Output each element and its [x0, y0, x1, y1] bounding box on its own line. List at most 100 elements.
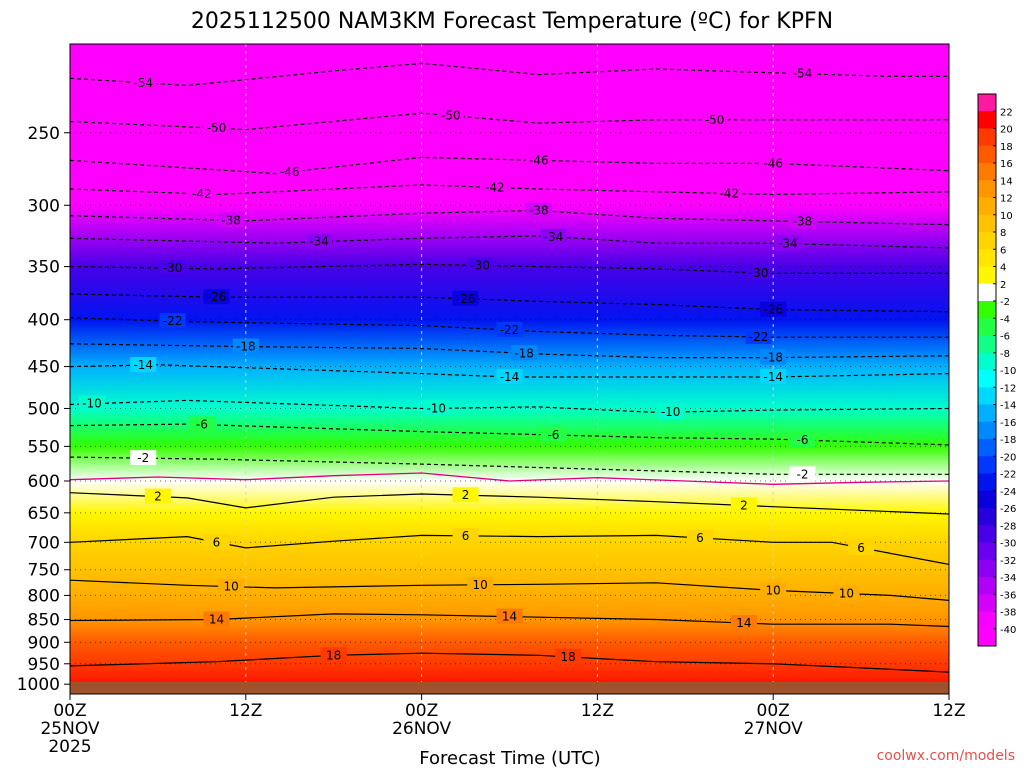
- x-tick-label: 25NOV: [40, 719, 99, 739]
- colorbar-label: 14: [1000, 176, 1013, 187]
- contour-label-bg: [555, 648, 582, 664]
- contour-label: -50: [705, 113, 725, 127]
- contour-label-bg: [423, 400, 450, 416]
- y-tick-label: 650: [28, 504, 60, 524]
- contour-label-bg: [159, 260, 186, 276]
- contour-label: -10: [426, 401, 446, 415]
- x-tick-label: 00Z: [53, 701, 86, 721]
- contour-label-bg: [496, 322, 523, 338]
- y-tick-label: 400: [28, 311, 60, 331]
- colorbar-label: 18: [1000, 142, 1013, 153]
- contour-label-bg: [496, 369, 523, 385]
- colorbar-bin: [978, 387, 996, 405]
- contour-line: [70, 399, 949, 414]
- contour-label-bg: [540, 228, 567, 244]
- contour-label-bg: [833, 585, 860, 601]
- y-tick-label: 900: [28, 633, 60, 653]
- plot-area: -54 -54 -50 -50 -50 -46 -46 -46 -42 -42 -42 -38 -38 -…: [70, 44, 949, 694]
- colorbar-bin: [978, 318, 996, 336]
- colorbar-bin: [978, 301, 996, 319]
- contour-label: 10: [839, 587, 854, 601]
- ground-surface: [70, 682, 949, 694]
- contour-label-bg: [130, 74, 157, 90]
- colorbar-label: 8: [1000, 228, 1006, 239]
- colorbar-bin: [978, 421, 996, 440]
- contour-label-bg: [481, 179, 508, 195]
- colorbar-bin: [978, 577, 996, 595]
- x-tick-label: 12Z: [229, 701, 262, 721]
- colorbar-bin: [978, 594, 996, 612]
- contour-label-bg: [452, 487, 479, 503]
- contour-line: [70, 423, 949, 446]
- contour-label-bg: [467, 576, 494, 592]
- x-tick-label: 2025: [48, 737, 91, 757]
- y-tick-label: 250: [28, 124, 60, 144]
- x-tick-label: 00Z: [405, 701, 438, 721]
- y-tick-label: 800: [28, 586, 60, 606]
- contour-label-bg: [760, 301, 787, 317]
- colorbar-bin: [978, 163, 996, 181]
- contour-label-bg: [203, 120, 230, 136]
- contour-label: 14: [736, 616, 751, 630]
- contour-label-bg: [320, 647, 347, 663]
- contour-label: -18: [763, 351, 783, 365]
- contour-label-bg: [78, 395, 105, 411]
- contour-label: -46: [763, 156, 783, 170]
- freezing-line: [70, 472, 949, 485]
- contour-label-bg: [701, 111, 728, 127]
- contour-label-bg: [452, 290, 479, 306]
- colorbar-bin: [978, 94, 996, 112]
- colorbar-label: 16: [1000, 159, 1013, 170]
- colorbar-bin: [978, 180, 996, 198]
- y-tick-label: 1000: [17, 675, 60, 695]
- contour-line: [70, 456, 949, 475]
- x-tick-label: 00Z: [757, 701, 790, 721]
- contour-label-bg: [130, 450, 157, 466]
- contour-label: 6: [696, 531, 704, 545]
- chart-title: 2025112500 NAM3KM Forecast Temperature (…: [191, 9, 833, 34]
- contour-line: [70, 317, 949, 338]
- contour-label-bg: [203, 611, 230, 627]
- contour-label: 6: [462, 529, 470, 543]
- contour-label-bg: [760, 369, 787, 385]
- contour-label-bg: [306, 233, 333, 249]
- y-tick-label: 550: [28, 437, 60, 457]
- colorbar-bin: [978, 111, 996, 129]
- contour-label: -42: [485, 180, 505, 194]
- contour-label: 14: [502, 610, 517, 624]
- y-tick-label: 950: [28, 655, 60, 675]
- contour-label: 6: [857, 541, 865, 555]
- colorbar-label: -32: [1000, 556, 1016, 567]
- contour-label: -2: [137, 451, 149, 465]
- colorbar-bin: [978, 628, 996, 647]
- contour-label-bg: [144, 488, 171, 504]
- contour-label: -30: [749, 266, 769, 280]
- colorbar-label: -20: [1000, 452, 1016, 463]
- y-tick-label: 600: [28, 472, 60, 492]
- contour-label-bg: [203, 289, 230, 305]
- contour-label: -34: [309, 235, 329, 249]
- contour-label: 2: [154, 490, 162, 504]
- contour-label-bg: [218, 212, 245, 228]
- contour-label-bg: [511, 345, 538, 361]
- contour-label: -14: [133, 358, 153, 372]
- contour-label: -10: [661, 405, 681, 419]
- contour-label-bg: [848, 539, 875, 555]
- credit-link[interactable]: coolwx.com/models: [877, 748, 1015, 764]
- contour-label-bg: [745, 264, 772, 280]
- contour-label: 14: [209, 613, 224, 627]
- contour-label-bg: [525, 152, 552, 168]
- colorbar-label: -14: [1000, 401, 1016, 412]
- y-tick-label: 850: [28, 611, 60, 631]
- colorbar-bin: [978, 456, 996, 474]
- contour-label: -42: [719, 187, 739, 201]
- contour-label-bg: [188, 185, 215, 201]
- colorbar-bin: [978, 352, 996, 371]
- contour-label: -22: [749, 330, 769, 344]
- contour-label: -30: [163, 261, 183, 275]
- contour-label: -14: [763, 370, 783, 384]
- contour-label-bg: [789, 432, 816, 448]
- contour-line: [70, 235, 949, 249]
- contour-label-bg: [525, 202, 552, 218]
